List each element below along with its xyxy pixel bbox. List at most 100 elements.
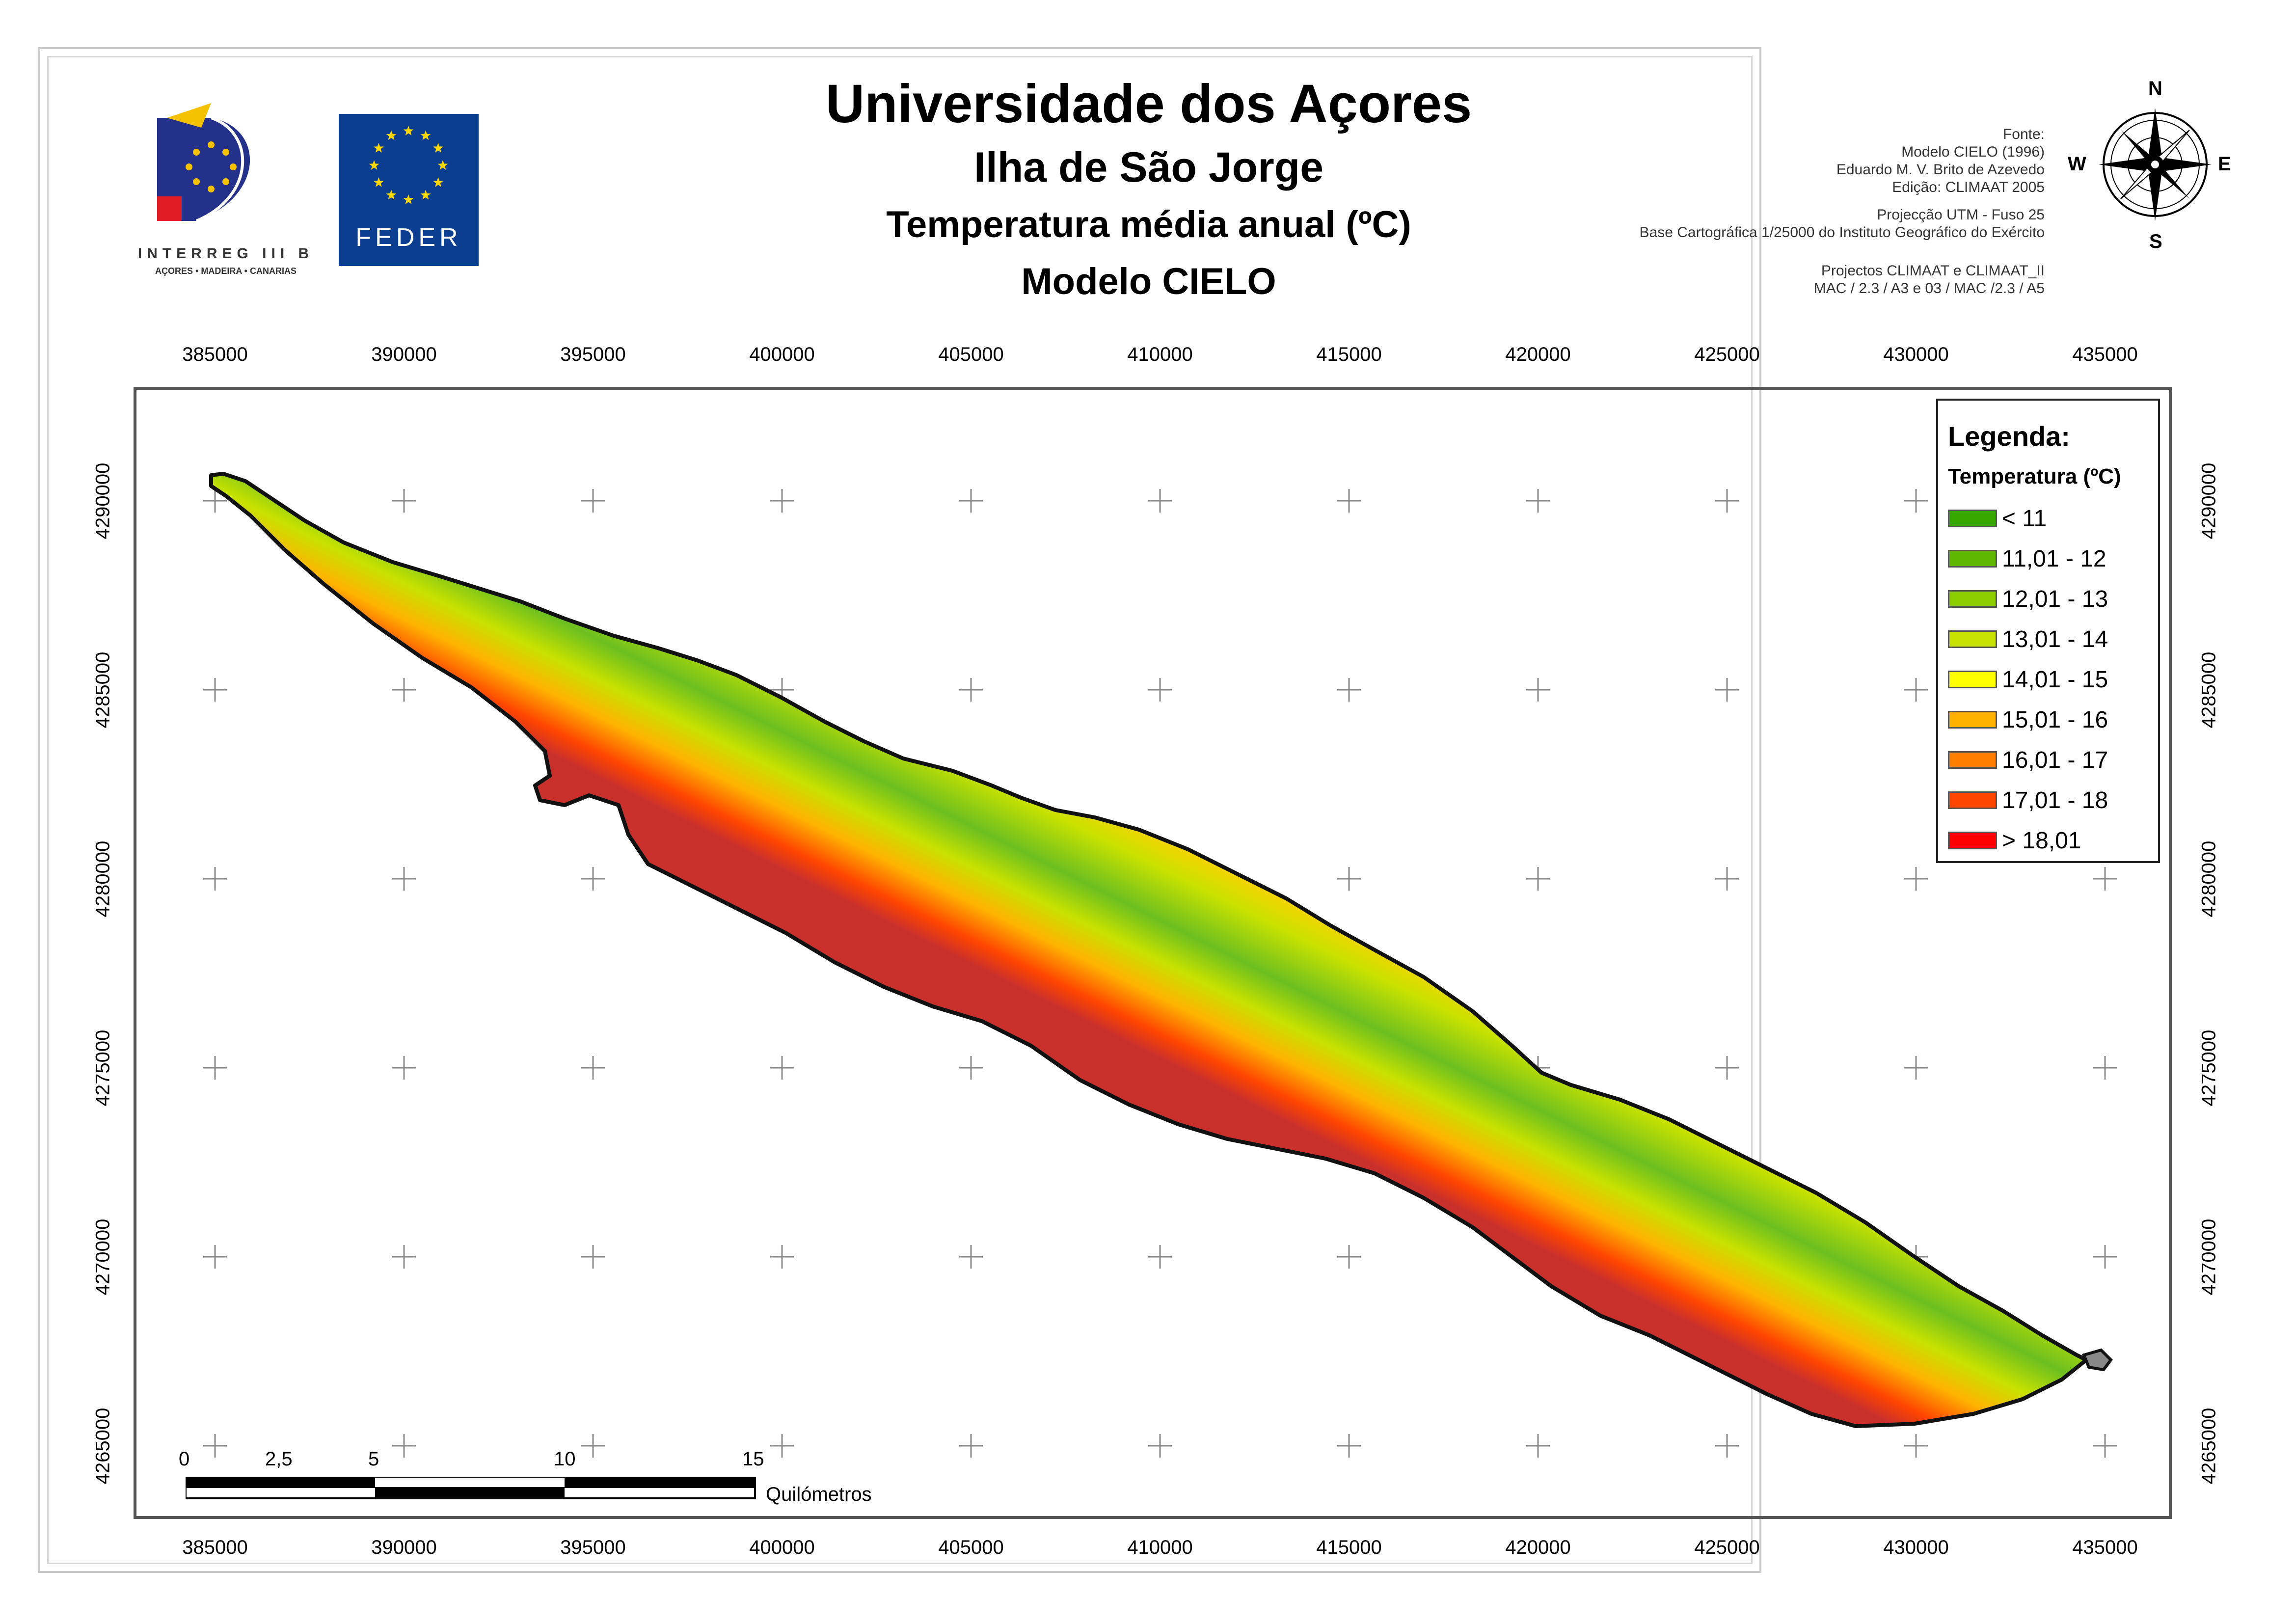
legend: Legenda: Temperatura (ºC) < 11 11,01 - 1… [1936,399,2160,863]
source-block-1: Fonte: Modelo CIELO (1996) Eduardo M. V.… [1456,126,2045,196]
x-tick-label: 425000 [1694,1537,1760,1558]
x-tick-label: 435000 [2072,344,2138,365]
model-title: Modelo CIELO [1021,261,1276,302]
legend-swatch [1948,711,1997,729]
x-tick-label: 395000 [560,1537,626,1558]
x-tick-label: 410000 [1127,344,1193,365]
source-line: Projecção UTM - Fuso 25 [1877,207,2045,223]
legend-item: 17,01 - 18 [1948,785,2108,815]
compass-west: W [2068,153,2086,175]
source-line: MAC / 2.3 / A3 e 03 / MAC /2.3 / A5 [1813,280,2045,297]
legend-swatch [1948,671,1997,688]
eu-star-icon [437,160,448,170]
island-title: Ilha de São Jorge [973,144,1324,191]
x-tick-label: 390000 [371,344,437,365]
compass-east: E [2218,153,2231,175]
interreg-regions: AÇORES • MADEIRA • CANARIAS [155,266,297,276]
x-tick-label: 420000 [1505,344,1571,365]
legend-item: 12,01 - 13 [1948,584,2108,614]
x-axis-bottom: 385000 390000 395000 400000 405000 41000… [0,1537,2295,1566]
scale-unit: Quilómetros [766,1484,872,1505]
legend-item: 16,01 - 17 [1948,745,2108,775]
legend-label: 14,01 - 15 [2002,666,2108,693]
eu-star-icon [433,177,444,187]
eu-star-icon [420,130,431,140]
eu-star-icon [369,160,379,170]
legend-item: > 18,01 [1948,826,2081,855]
legend-subtitle: Temperatura (ºC) [1948,464,2121,488]
legend-label: > 18,01 [2002,827,2081,854]
source-block-2: Projecção UTM - Fuso 25 Base Cartográfic… [1456,206,2045,242]
legend-label: < 11 [2002,505,2047,532]
outer-frame [38,47,1761,1573]
x-axis-top: 385000 390000 395000 400000 405000 41000… [0,344,2295,373]
compass-rose-icon [2099,108,2212,221]
legend-label: 16,01 - 17 [2002,747,2108,773]
legend-swatch [1948,510,1997,527]
x-tick-label: 420000 [1505,1537,1571,1558]
legend-item: 13,01 - 14 [1948,624,2108,654]
eu-star-icon [373,143,384,153]
legend-item: 11,01 - 12 [1948,544,2106,573]
x-tick-label: 400000 [749,344,815,365]
eu-star-icon [403,126,414,135]
legend-swatch [1948,751,1997,769]
x-tick-label: 385000 [182,1537,248,1558]
page-title: Universidade dos Açores [825,74,1472,134]
x-tick-label: 390000 [371,1537,437,1558]
source-line: Base Cartográfica 1/25000 do Instituto G… [1639,224,2045,241]
legend-label: 13,01 - 14 [2002,626,2108,652]
x-tick-label: 400000 [749,1537,815,1558]
eu-star-icon [403,194,414,204]
x-tick-label: 405000 [938,344,1004,365]
x-tick-label: 430000 [1883,344,1949,365]
source-block-3: Projectos CLIMAAT e CLIMAAT_II MAC / 2.3… [1456,262,2045,298]
interreg-name: INTERREG III B [137,245,314,262]
island-sao-jorge [209,472,2088,1428]
eu-star-icon [420,189,431,200]
scale-label: 10 [554,1448,576,1470]
scale-bar: 0 2,5 5 10 15 Quilómetros [177,1448,962,1512]
legend-swatch [1948,791,1997,809]
legend-label: 12,01 - 13 [2002,586,2108,612]
source-line: Eduardo M. V. Brito de Azevedo [1836,162,2045,178]
feder-label: FEDER [355,223,462,252]
legend-swatch [1948,630,1997,648]
scale-label: 5 [368,1448,379,1470]
interreg-emblem-icon [157,103,285,222]
compass-south: S [2149,231,2162,252]
x-tick-label: 430000 [1883,1537,1949,1558]
scale-bar-graphic [186,1477,756,1499]
subject-title: Temperatura média anual (ºC) [886,204,1411,245]
legend-label: 17,01 - 18 [2002,787,2108,813]
scale-label: 2,5 [265,1448,293,1470]
x-tick-label: 385000 [182,344,248,365]
x-tick-label: 415000 [1316,1537,1382,1558]
legend-label: 11,01 - 12 [2002,545,2106,572]
x-tick-label: 415000 [1316,344,1382,365]
map-frame [134,387,2172,1519]
interreg-logo: INTERREG III B AÇORES • MADEIRA • CANARI… [137,98,314,285]
feder-logo: FEDER [339,114,479,266]
compass-rose: N S E W [2062,74,2248,255]
islet-east [2081,1348,2113,1372]
legend-item: 14,01 - 15 [1948,665,2108,694]
eu-star-icon [386,130,397,140]
x-tick-label: 435000 [2072,1537,2138,1558]
x-tick-label: 395000 [560,344,626,365]
eu-star-icon [373,177,384,187]
source-line: Projectos CLIMAAT e CLIMAAT_II [1821,263,2045,279]
source-line: Modelo CIELO (1996) [1901,144,2045,160]
eu-star-icon [386,189,397,200]
scale-label: 0 [179,1448,190,1470]
legend-title: Legenda: [1948,421,2070,452]
legend-swatch [1948,550,1997,568]
source-line: Edição: CLIMAAT 2005 [1892,179,2045,195]
legend-label: 15,01 - 16 [2002,706,2108,733]
x-tick-label: 405000 [938,1537,1004,1558]
scale-label: 15 [742,1448,764,1470]
x-tick-label: 410000 [1127,1537,1193,1558]
compass-north: N [2148,78,2162,99]
legend-swatch [1948,832,1997,849]
